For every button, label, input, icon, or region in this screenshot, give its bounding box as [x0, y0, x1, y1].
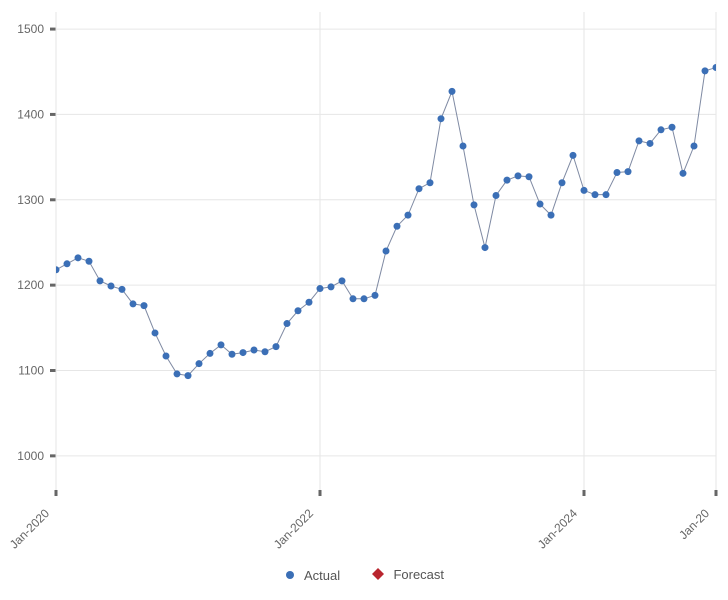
- data-point: [86, 258, 93, 265]
- time-series-chart: 1000 1100 1200 1300 1400 1500 Jan-2020 Jan-2022…: [0, 0, 728, 600]
- data-point: [515, 172, 522, 179]
- data-point: [405, 212, 412, 219]
- data-point: [625, 168, 632, 175]
- data-point: [251, 347, 258, 354]
- data-point: [229, 351, 236, 358]
- data-point: [284, 320, 291, 327]
- data-point: [53, 266, 60, 273]
- data-point: [174, 370, 181, 377]
- data-point: [97, 277, 104, 284]
- y-tick-label: 1000: [17, 449, 44, 463]
- data-point: [603, 191, 610, 198]
- data-point: [196, 360, 203, 367]
- data-point: [207, 350, 214, 357]
- x-tick-label: Jan-2024: [535, 506, 581, 552]
- y-tick-label: 1300: [17, 193, 44, 207]
- data-point: [383, 248, 390, 255]
- data-point: [350, 295, 357, 302]
- data-point: [306, 299, 313, 306]
- data-point: [504, 177, 511, 184]
- data-point: [317, 285, 324, 292]
- data-point: [724, 74, 728, 81]
- series-line: [56, 47, 728, 376]
- data-point: [581, 187, 588, 194]
- legend-label: Forecast: [393, 567, 444, 582]
- data-point: [427, 179, 434, 186]
- x-tick-label: Jan-20: [676, 506, 712, 542]
- data-point: [163, 352, 170, 359]
- data-point: [680, 170, 687, 177]
- legend-item-actual: Actual: [284, 568, 340, 583]
- data-point: [218, 341, 225, 348]
- circle-icon: [284, 569, 296, 581]
- data-point: [372, 292, 379, 299]
- data-point: [482, 244, 489, 251]
- data-point: [669, 124, 676, 131]
- chart-canvas: 1000 1100 1200 1300 1400 1500 Jan-2020 Jan-2022…: [0, 0, 728, 600]
- data-point: [559, 179, 566, 186]
- data-point: [185, 372, 192, 379]
- data-point: [471, 201, 478, 208]
- data-point: [262, 348, 269, 355]
- data-point: [570, 152, 577, 159]
- x-tick-label: Jan-2022: [271, 506, 317, 552]
- data-point: [702, 67, 709, 74]
- data-point: [592, 191, 599, 198]
- data-point: [295, 307, 302, 314]
- data-point: [614, 169, 621, 176]
- data-point: [130, 300, 137, 307]
- data-point: [152, 329, 159, 336]
- data-point: [460, 143, 467, 150]
- data-point: [647, 140, 654, 147]
- x-tick-label: Jan-2020: [7, 506, 53, 552]
- y-tick-label: 1500: [17, 22, 44, 36]
- data-point: [240, 349, 247, 356]
- y-tick-label: 1100: [18, 364, 44, 378]
- data-point: [64, 260, 71, 267]
- data-point: [394, 223, 401, 230]
- data-point: [636, 137, 643, 144]
- legend-item-forecast: Forecast: [371, 567, 444, 582]
- chart-legend: Actual Forecast: [0, 567, 728, 585]
- data-point: [493, 192, 500, 199]
- data-point: [526, 173, 533, 180]
- data-point: [713, 64, 720, 71]
- y-tick-label: 1200: [17, 278, 44, 292]
- data-point: [361, 295, 368, 302]
- data-point: [119, 286, 126, 293]
- data-point: [449, 88, 456, 95]
- data-point: [416, 185, 423, 192]
- data-point: [108, 282, 115, 289]
- data-point: [273, 343, 280, 350]
- data-point: [141, 302, 148, 309]
- data-point: [75, 254, 82, 261]
- diamond-icon: [371, 567, 385, 581]
- data-point: [438, 115, 445, 122]
- data-point: [548, 212, 555, 219]
- data-point: [658, 126, 665, 133]
- data-point: [328, 283, 335, 290]
- y-tick-label: 1400: [17, 107, 44, 121]
- data-point: [537, 201, 544, 208]
- data-point: [339, 277, 346, 284]
- legend-label: Actual: [304, 568, 340, 583]
- data-point: [691, 143, 698, 150]
